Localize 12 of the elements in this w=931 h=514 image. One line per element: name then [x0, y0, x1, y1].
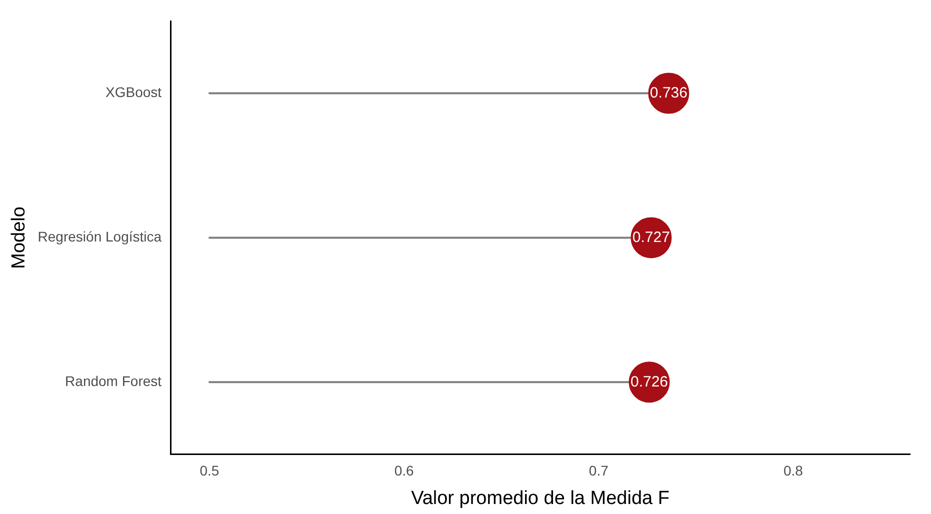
data-label: 0.726	[630, 373, 668, 390]
data-label: 0.727	[632, 228, 670, 246]
x-tick-label: 0.8	[784, 462, 804, 479]
x-axis-title: Valor promedio de la Medida F	[411, 488, 670, 509]
y-tick-label: XGBoost	[106, 84, 162, 100]
y-tick-label: Regresión Logística	[38, 228, 162, 245]
y-axis-title: Modelo	[8, 206, 30, 269]
y-tick-label: Random Forest	[65, 373, 162, 390]
x-tick-label: 0.5	[200, 462, 220, 479]
x-tick-label: 0.6	[394, 462, 414, 479]
x-tick-label: 0.7	[588, 462, 609, 479]
data-label: 0.736	[650, 84, 688, 102]
